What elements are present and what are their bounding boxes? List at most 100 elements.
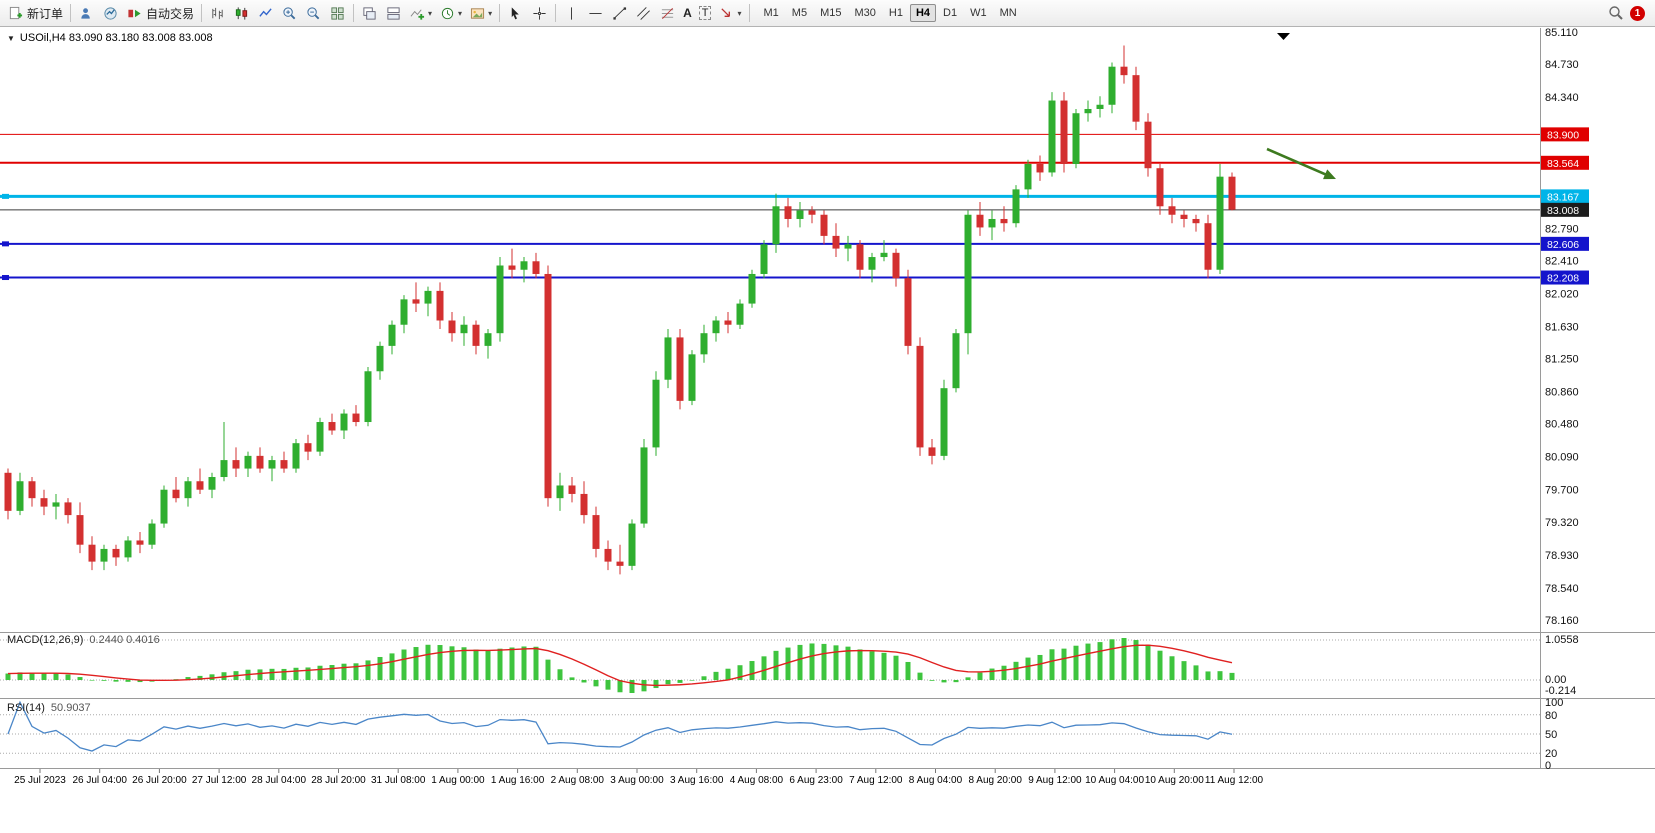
macd-axis-labels[interactable]: 1.0558 0.00-0.214	[1545, 634, 1579, 697]
toolbar-separator	[499, 4, 501, 22]
svg-text:100: 100	[1545, 697, 1563, 709]
svg-text:9 Aug 12:00: 9 Aug 12:00	[1028, 775, 1082, 786]
timeframe-button-MN[interactable]: MN	[999, 7, 1017, 19]
timeframe-button-M30[interactable]: M30	[854, 7, 876, 19]
indicators-icon	[409, 5, 426, 22]
crosshair-button[interactable]	[528, 3, 551, 24]
vertical-line-icon	[563, 5, 580, 22]
timeframe-button-M1[interactable]: M1	[763, 7, 779, 19]
svg-text:4 Aug 08:00: 4 Aug 08:00	[730, 775, 784, 786]
data-window-icon	[102, 5, 119, 22]
trendline-icon	[611, 5, 628, 22]
svg-text:82.208: 82.208	[1547, 273, 1579, 285]
search-icon[interactable]	[1607, 5, 1624, 22]
arrows-icon	[718, 5, 735, 22]
price-axis-labels[interactable]: 85.110 84.730 84.340 82.790 82.410 82.020 81.6…	[1545, 28, 1579, 627]
fibonacci-tool[interactable]	[656, 3, 679, 24]
svg-text:7 Aug 12:00: 7 Aug 12:00	[849, 775, 903, 786]
macd-panel	[0, 638, 1540, 693]
timeframe-buttons: M1 M5 M15 M30 H1 H4 D1 W1 MN	[758, 4, 1023, 22]
chart-canvas[interactable]: 85.110 84.730 84.340 82.790 82.410 82.020 81.6…	[0, 28, 1655, 833]
cursor-button[interactable]	[504, 3, 527, 24]
svg-text:20: 20	[1545, 748, 1557, 760]
crosshair-icon	[531, 5, 548, 22]
timeframe-button-D1[interactable]: D1	[943, 7, 958, 19]
svg-text:82.020: 82.020	[1545, 288, 1579, 300]
svg-text:81.630: 81.630	[1545, 321, 1579, 333]
svg-text:2 Aug 08:00: 2 Aug 08:00	[551, 775, 605, 786]
symbol-info: ▼ USOil,H4 83.090 83.180 83.008 83.008	[7, 32, 213, 44]
cursor-icon	[507, 5, 524, 22]
svg-text:80.860: 80.860	[1545, 387, 1579, 399]
zoom-in-icon	[281, 5, 298, 22]
svg-text:3 Aug 16:00: 3 Aug 16:00	[670, 775, 724, 786]
new-order-label: 新订单	[27, 6, 64, 21]
main-toolbar: 新订单 自动交易	[0, 0, 1655, 27]
tile-windows-button[interactable]	[326, 3, 349, 24]
chart-collapse-icon[interactable]: ▼	[7, 33, 15, 43]
timeframe-button-M5[interactable]: M5	[791, 7, 808, 19]
timeframe-button-H1[interactable]: H1	[888, 7, 903, 19]
svg-text:78.160: 78.160	[1545, 615, 1579, 627]
toolbar-separator	[70, 4, 72, 22]
zoom-out-icon	[305, 5, 322, 22]
toolbar-right: 1	[1607, 5, 1651, 22]
text-tool[interactable]: A	[680, 3, 695, 24]
chevron-down-icon: ▾	[458, 8, 463, 18]
svg-text:1 Aug 00:00: 1 Aug 00:00	[431, 775, 485, 786]
toolbar-separator	[353, 4, 355, 22]
line-chart-button[interactable]	[254, 3, 277, 24]
notification-badge[interactable]: 1	[1630, 5, 1645, 21]
vertical-line-tool[interactable]	[560, 3, 583, 24]
data-window-button[interactable]	[99, 3, 122, 24]
svg-text:28 Jul 20:00: 28 Jul 20:00	[311, 775, 366, 786]
new-order-button[interactable]: 新订单	[4, 3, 66, 24]
svg-text:0.00: 0.00	[1545, 674, 1566, 686]
channel-tool[interactable]	[632, 3, 655, 24]
templates-button[interactable]: ▾	[466, 3, 495, 24]
arrows-tool[interactable]: ▾	[715, 3, 744, 24]
trend-arrow-annotation[interactable]	[1266, 147, 1336, 180]
horizontal-line-tool[interactable]	[584, 3, 607, 24]
cascade-windows-button[interactable]	[358, 3, 381, 24]
svg-text:11 Aug 12:00: 11 Aug 12:00	[1205, 775, 1264, 786]
macd-title: MACD(12,26,9)	[7, 634, 84, 646]
svg-text:78.930: 78.930	[1545, 550, 1579, 562]
toolbar-separator	[555, 4, 557, 22]
svg-text:10 Aug 04:00: 10 Aug 04:00	[1085, 775, 1144, 786]
chart-shift-marker	[1277, 33, 1290, 40]
zoom-out-button[interactable]	[302, 3, 325, 24]
svg-text:0: 0	[1545, 760, 1551, 772]
svg-text:83.008: 83.008	[1547, 205, 1579, 217]
time-axis[interactable]: 25 Jul 2023 26 Jul 04:00 26 Jul 20:00 27 Ju…	[14, 769, 1264, 786]
zoom-in-button[interactable]	[278, 3, 301, 24]
svg-text:83.900: 83.900	[1547, 129, 1579, 141]
svg-text:31 Jul 08:00: 31 Jul 08:00	[371, 775, 426, 786]
chevron-down-icon: ▾	[488, 8, 493, 18]
price-badges: 83.900 83.564 83.167 83.008 82.606 82.208	[1541, 127, 1589, 285]
auto-trading-button[interactable]: 自动交易	[123, 3, 197, 24]
svg-text:1 Aug 16:00: 1 Aug 16:00	[491, 775, 545, 786]
bar-chart-button[interactable]	[206, 3, 229, 24]
timeframe-button-M15[interactable]: M15	[820, 7, 842, 19]
candles	[4, 45, 1236, 575]
line-chart-icon	[257, 5, 274, 22]
market-watch-button[interactable]	[75, 3, 98, 24]
text-label-tool[interactable]: T	[696, 3, 715, 24]
trendline-tool[interactable]	[608, 3, 631, 24]
svg-text:80: 80	[1545, 710, 1557, 722]
periods-button[interactable]: ▾	[436, 3, 465, 24]
svg-text:26 Jul 20:00: 26 Jul 20:00	[132, 775, 187, 786]
horizontal-lines[interactable]	[0, 133, 1540, 281]
svg-text:83.564: 83.564	[1547, 158, 1579, 170]
bar-chart-icon	[209, 5, 226, 22]
timeframe-button-W1[interactable]: W1	[970, 7, 987, 19]
indicators-button[interactable]: ▾	[406, 3, 435, 24]
arrange-windows-button[interactable]	[382, 3, 405, 24]
candlestick-chart-button[interactable]	[230, 3, 253, 24]
svg-text:81.250: 81.250	[1545, 354, 1579, 366]
timeframe-button-H4[interactable]: H4	[909, 4, 936, 22]
auto-trading-label: 自动交易	[146, 6, 195, 21]
